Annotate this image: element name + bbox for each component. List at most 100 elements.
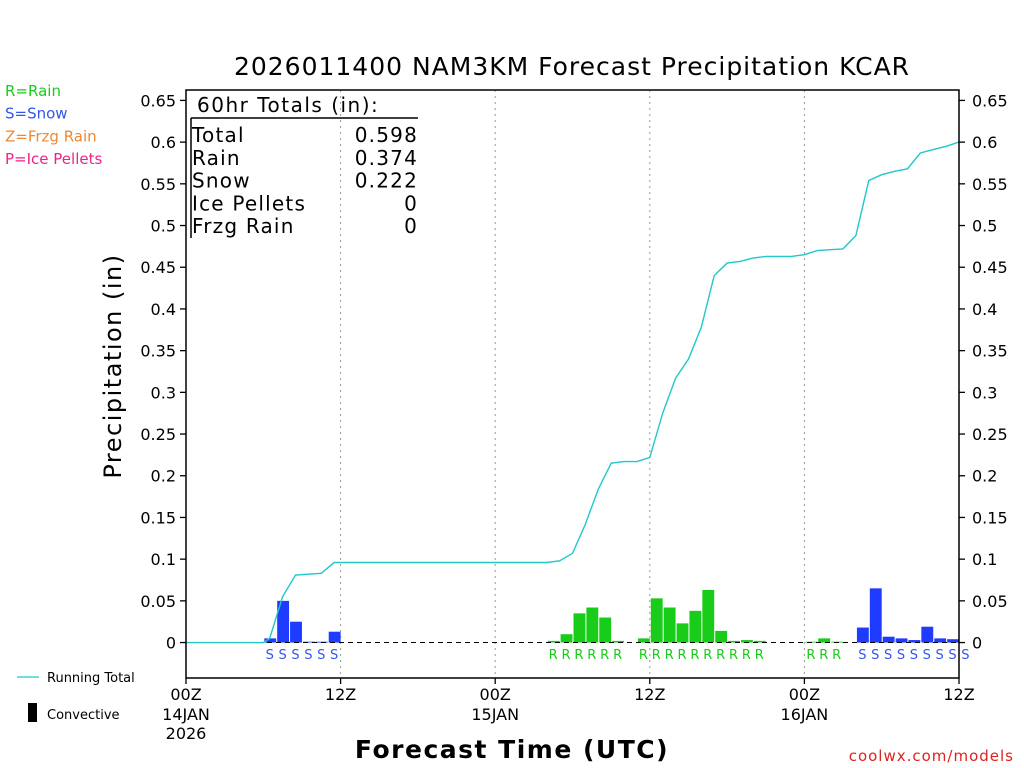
y-tick-label-left: 0.25 [140,425,176,444]
bar-snow-h56 [908,640,921,643]
ptype-marker-h54: S [884,648,892,663]
ptype-marker-h48: R [806,648,815,663]
ptype-marker-h29: R [562,648,571,663]
bars-group [264,588,959,643]
x-axis-label: Forecast Time (UTC) [355,735,669,764]
totals-rows: Total 0.598 Rain 0.374 Snow 0.222 Ice Pellets 0… [191,123,418,238]
ptype-marker-h6: S [266,648,274,663]
ptype-marker-h40: R [703,648,712,663]
ptype-marker-h31: R [587,648,596,663]
totals-row-label: Rain [192,146,241,170]
bar-rain-h29 [560,634,573,643]
bar-snow-h8 [290,621,302,643]
ptype-marker-h32: R [600,648,609,663]
x-tick-label: 12Z [634,685,665,704]
totals-box: 60hr Totals (in): Total 0.598 Rain 0.374 Sno… [190,93,418,238]
ptype-marker-h43: R [742,648,751,663]
ptype-marker-h30: R [574,648,583,663]
bar-rain-h40 [702,590,715,643]
y-tick-label-right: 0.65 [972,91,1008,110]
y-tick-label-right: 0.45 [972,258,1008,277]
grid-lines [340,90,805,678]
ptype-legend-s: S=Snow [5,105,68,123]
ptype-marker-h52: S [858,648,866,663]
bar-snow-h11 [328,631,341,643]
bar-rain-h28 [547,640,560,643]
bar-rain-h37 [663,607,676,643]
bottom-legend: Running Total Convective [17,671,135,723]
ptype-marker-h28: R [549,648,558,663]
bar-rain-h38 [676,623,689,643]
totals-row-value: 0 [404,214,418,238]
bar-snow-h57 [921,626,934,643]
running-total-legend-label: Running Total [47,671,135,686]
bar-snow-h54 [882,636,895,643]
y-tick-label-right: 0.6 [972,133,997,152]
x-tick-date: 14JAN [162,705,210,724]
convective-legend-swatch [28,703,37,722]
ptype-marker-h38: R [677,648,686,663]
ptype-marker-h59: S [948,648,956,663]
y-tick-label-left: 0.1 [151,550,176,569]
ptype-marker-h49: R [819,648,828,663]
ptype-legend-z: Z=Frzg Rain [5,127,97,145]
ptype-marker-h11: S [330,648,338,663]
ptype-marker-h33: R [613,648,622,663]
bar-rain-h32 [599,617,612,643]
ptype-marker-h53: S [871,648,879,663]
bar-snow-h7 [277,600,290,643]
totals-row-value: 0.374 [355,146,418,170]
ptype-legend-r: R=Rain [5,82,61,100]
running-total-line [186,141,960,644]
bar-snow-h9 [302,641,315,643]
y-tick-label-left: 0.3 [151,383,176,402]
ptype-marker-h50: R [832,648,841,663]
bar-rain-h49 [818,638,831,643]
y-tick-label-left: 0.45 [140,258,176,277]
y-tick-label-right: 0.4 [972,300,997,319]
ptype-marker-h9: S [304,648,312,663]
totals-row-label: Snow [192,169,251,193]
ptype-legend-p: P=Ice Pellets [5,150,102,168]
bar-rain-h42 [728,640,740,643]
y-tick-label-right: 0.5 [972,217,997,236]
totals-header: 60hr Totals (in): [197,93,379,117]
y-tick-label-left: 0.6 [151,133,176,152]
bar-rain-h31 [586,607,599,643]
ptype-marker-h37: R [665,648,674,663]
x-tick-label: 00Z [170,685,201,704]
bar-rain-h41 [715,630,728,643]
ptype-marker-h57: S [923,648,931,663]
bar-rain-h43 [740,640,753,643]
plot-frame [185,89,960,679]
x-tick-label: 00Z [480,685,511,704]
y-tick-label-right: 0.2 [972,467,997,486]
x-tick-date: 15JAN [471,705,519,724]
running-total-group [186,141,960,644]
ptype-marker-h44: R [755,648,764,663]
bar-snow-h59 [947,639,959,643]
ptype-marker-h56: S [910,648,918,663]
y-tick-label-left: 0.4 [151,300,176,319]
bar-rain-h30 [573,613,586,643]
bar-snow-h55 [895,638,908,643]
totals-row-label: Frzg Rain [192,214,295,238]
y-tick-label-right: 0.55 [972,175,1008,194]
totals-row-value: 0.222 [355,169,418,193]
y-tick-label-left: 0.5 [151,217,176,236]
ptype-marker-h7: S [278,648,286,663]
totals-row-label: Ice Pellets [192,191,306,215]
chart-title: 2026011400 NAM3KM Forecast Precipitation… [234,52,910,81]
ptype-marker-h10: S [317,648,325,663]
bar-snow-h52 [856,627,869,643]
y-tick-label-left: 0.55 [140,175,176,194]
totals-row-label: Total [191,123,245,147]
x-tick-date: 16JAN [781,705,829,724]
ptype-marker-h8: S [291,648,299,663]
y-axis-ticks: 0 00.05 0.050.1 0.10.15 0.150.2 0.20.25 0.250.… [140,91,1007,652]
x-tick-label: 00Z [789,685,820,704]
y-axis-label: Precipitation (in) [99,253,127,478]
